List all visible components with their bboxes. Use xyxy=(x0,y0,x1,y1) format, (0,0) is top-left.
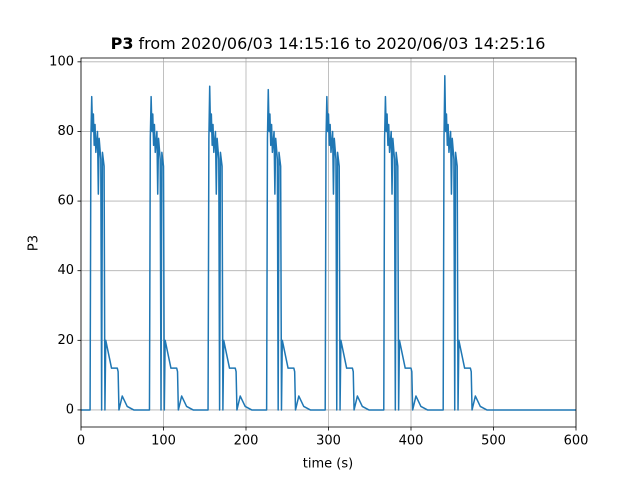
y-tick-label: 40 xyxy=(57,263,74,278)
data-line xyxy=(81,75,576,411)
y-tick-label: 100 xyxy=(49,54,74,69)
x-tick-label: 300 xyxy=(316,434,341,449)
y-tick-label: 0 xyxy=(66,402,74,417)
chart-title: P3 from 2020/06/03 14:15:16 to 2020/06/03… xyxy=(111,34,546,53)
x-tick-label: 200 xyxy=(234,434,259,449)
y-tick-label: 60 xyxy=(57,194,74,209)
y-tick-label: 20 xyxy=(57,333,74,348)
x-tick-label: 0 xyxy=(77,434,85,449)
y-tick-label: 80 xyxy=(57,124,74,139)
x-axis-label: time (s) xyxy=(303,457,353,472)
title-prefix: P3 xyxy=(111,34,134,53)
x-tick-label: 100 xyxy=(151,434,176,449)
x-tick-label: 500 xyxy=(481,434,506,449)
x-tick-label: 400 xyxy=(399,434,424,449)
plot-frame xyxy=(80,57,577,428)
title-text: from 2020/06/03 14:15:16 to 2020/06/03 1… xyxy=(138,34,545,53)
y-axis-label: P3 xyxy=(27,235,42,251)
x-tick-label: 600 xyxy=(564,434,589,449)
